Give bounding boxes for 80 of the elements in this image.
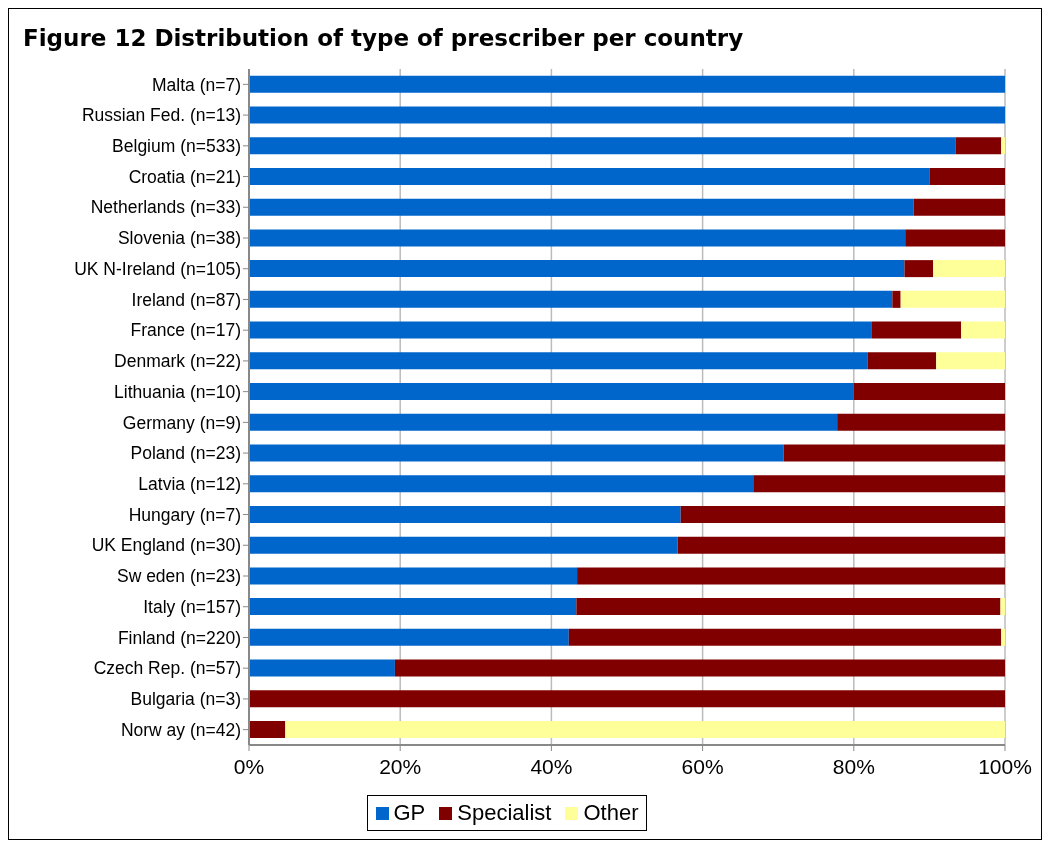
bar <box>285 721 1005 739</box>
y-tick-label: Germany (n=9) <box>122 412 241 433</box>
y-tick-label: Hungary (n=7) <box>128 504 241 525</box>
y-tick-label: Netherlands (n=33) <box>90 197 241 218</box>
bar <box>249 198 914 216</box>
bar <box>867 352 937 370</box>
bar <box>576 598 1001 616</box>
y-tick-label: Finland (n=220) <box>117 627 241 648</box>
bar <box>249 628 569 646</box>
bar <box>677 536 1005 554</box>
x-tick-label: 20% <box>379 754 422 778</box>
bar <box>929 167 1005 185</box>
bar <box>249 444 784 462</box>
bar <box>249 598 577 616</box>
bar <box>249 352 868 370</box>
x-tick-label: 60% <box>681 754 724 778</box>
bar <box>904 260 934 278</box>
bar <box>249 475 754 493</box>
bar <box>249 721 286 739</box>
y-tick-label: Norw ay (n=42) <box>120 719 241 740</box>
bar <box>783 444 1005 462</box>
bar <box>853 383 1005 401</box>
y-tick-label: Croatia (n=21) <box>128 166 241 187</box>
x-tick-label: 40% <box>530 754 573 778</box>
y-tick-label: France (n=17) <box>130 320 241 341</box>
bar <box>249 260 905 278</box>
y-tick-label: Russian Fed. (n=13) <box>81 105 241 126</box>
bar <box>577 567 1005 585</box>
bar <box>249 167 930 185</box>
bar <box>249 383 854 401</box>
bar <box>249 229 906 247</box>
bar <box>249 567 578 585</box>
bar <box>249 137 956 155</box>
bar <box>955 137 1002 155</box>
bar <box>249 321 872 339</box>
y-tick-label: Ireland (n=87) <box>131 289 241 310</box>
x-tick-label: 0% <box>233 754 265 778</box>
legend-label: Specialist <box>456 800 552 826</box>
bar <box>249 413 838 431</box>
bar <box>900 290 1005 308</box>
x-tick-label: 100% <box>978 754 1032 778</box>
bar <box>568 628 1002 646</box>
y-tick-label: Slovenia (n=38) <box>117 228 241 249</box>
bar <box>961 321 1005 339</box>
bar <box>249 505 681 523</box>
bar <box>892 290 901 308</box>
bar <box>936 352 1005 370</box>
y-tick-label: Poland (n=23) <box>130 443 241 464</box>
bar <box>249 106 1005 124</box>
legend-label: GP <box>392 800 426 826</box>
bar <box>837 413 1005 431</box>
y-tick-label: Italy (n=157) <box>143 596 241 617</box>
y-tick-label: Lithuania (n=10) <box>114 381 241 402</box>
bar <box>913 198 1005 216</box>
chart-title: Figure 12 Distribution of type of prescriber per country <box>22 24 745 53</box>
bar <box>871 321 962 339</box>
bar <box>249 659 395 677</box>
y-tick-label: Denmark (n=22) <box>114 351 241 372</box>
bar <box>1001 628 1005 646</box>
y-tick-label: Belgium (n=533) <box>112 136 241 157</box>
y-tick-label: Bulgaria (n=3) <box>130 689 241 710</box>
bar <box>249 290 893 308</box>
bar <box>1000 598 1005 616</box>
bar <box>249 536 678 554</box>
y-tick-label: Czech Rep. (n=57) <box>93 658 241 679</box>
y-tick-label: UK England (n=30) <box>91 535 241 556</box>
y-tick-label: Sw eden (n=23) <box>116 566 241 587</box>
bar <box>249 75 1005 93</box>
bar <box>753 475 1005 493</box>
y-tick-label: UK N-Ireland (n=105) <box>74 258 241 279</box>
legend-label: Other <box>582 800 639 826</box>
bar <box>394 659 1005 677</box>
bar <box>1001 137 1005 155</box>
bar <box>680 505 1005 523</box>
y-tick-label: Malta (n=7) <box>152 74 241 95</box>
bar <box>249 690 1005 708</box>
bar <box>905 229 1005 247</box>
x-tick-label: 80% <box>832 754 875 778</box>
y-tick-label: Latvia (n=12) <box>138 474 241 495</box>
bar <box>933 260 1005 278</box>
